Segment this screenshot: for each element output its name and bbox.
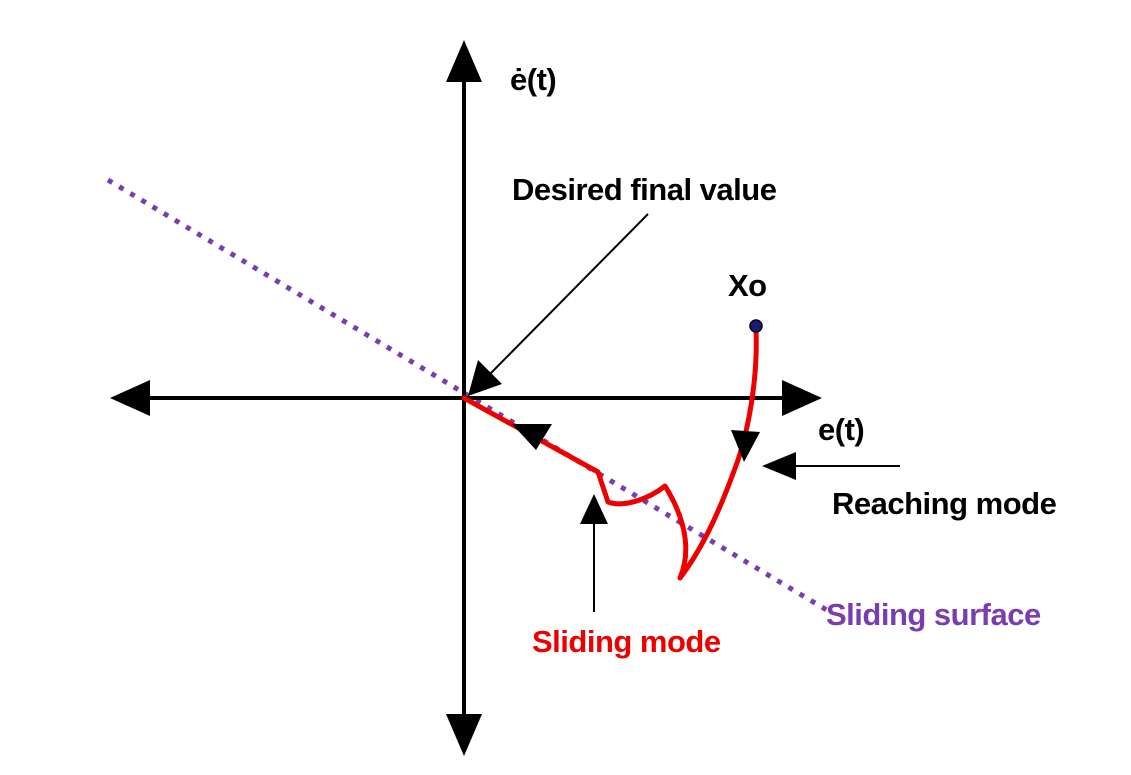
edot-axis-label: ė(t) (510, 62, 557, 97)
initial-point-label: Xo (728, 268, 767, 303)
initial-point-marker (749, 319, 763, 333)
sliding-mode-label: Sliding mode (532, 624, 721, 659)
sliding-mode-pointer-arrowhead (580, 494, 608, 524)
desired-pointer-line (489, 213, 649, 375)
edot-axis-bottom-arrow (446, 714, 482, 756)
sliding-surface-label: Sliding surface (826, 597, 1041, 632)
desired-final-value-label: Desired final value (512, 172, 777, 207)
desired-pointer-arrowhead (468, 360, 502, 396)
sliding-direction-arrow (512, 424, 552, 450)
reaching-direction-arrow (731, 430, 760, 462)
e-axis-right-arrow (782, 380, 822, 416)
e-axis-label: e(t) (818, 412, 865, 447)
reaching-pointer-arrowhead (762, 452, 796, 480)
edot-axis-top-arrow (446, 40, 482, 82)
e-axis-left-arrow (110, 380, 150, 416)
reaching-mode-label: Reaching mode (832, 486, 1057, 521)
trajectory-path (461, 327, 759, 581)
